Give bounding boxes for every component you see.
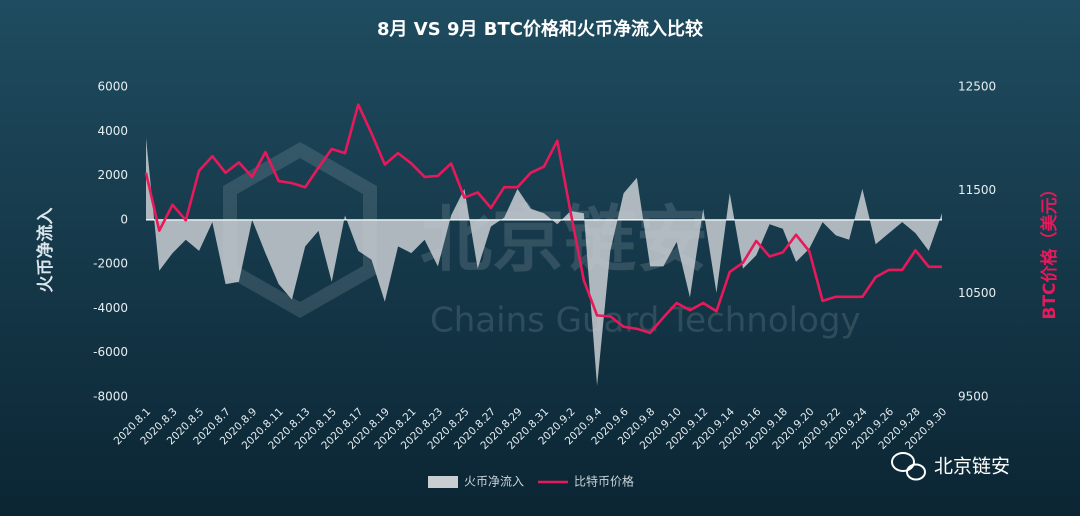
y2-tick-label: 10500 (958, 286, 996, 300)
line (144, 103, 942, 335)
y2-axis-title: BTC价格（美元） (1039, 180, 1060, 319)
legend-swatch (428, 476, 458, 488)
y2-tick-label: 9500 (958, 390, 989, 404)
brand: 北京链安 (891, 452, 1010, 481)
watermark-subtext: Chains Guard Technology (430, 301, 861, 341)
y-tick-label: 0 (120, 212, 128, 226)
y2-tick-label: 12500 (958, 80, 996, 94)
y-tick-label: 2000 (97, 168, 128, 182)
chart-title: 8月 VS 9月 BTC价格和火币净流入比较 (377, 18, 703, 40)
y-tick-label: -8000 (93, 390, 128, 404)
y-tick-label: -4000 (93, 301, 128, 315)
legend-label: 比特币价格 (574, 474, 634, 489)
y-tick-label: -2000 (93, 257, 128, 271)
brand-text: 北京链安 (934, 456, 1010, 478)
watermark-logo (223, 141, 377, 319)
y-tick-label: -6000 (93, 345, 128, 359)
y2-tick-label: 11500 (958, 183, 996, 197)
y-tick-label: 4000 (97, 124, 128, 138)
legend-label: 火币净流入 (464, 475, 524, 489)
brand-icon (906, 463, 926, 481)
y-tick-label: 6000 (97, 80, 128, 94)
brand-icon (891, 452, 915, 472)
y-axis-title: 火币净流入 (35, 208, 56, 293)
